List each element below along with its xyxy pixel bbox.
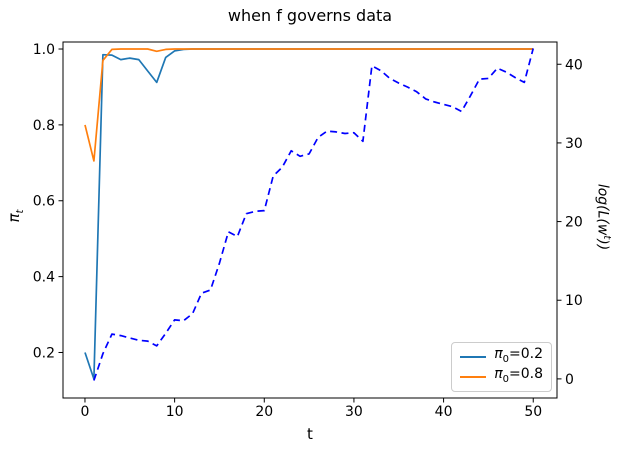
right-y-tick-label: 10 xyxy=(565,293,583,309)
left-y-tick-label: 1.0 xyxy=(33,42,55,58)
left-y-tick-label: 0.6 xyxy=(33,194,55,210)
right-y-axis-label: log(L(wt)) xyxy=(592,157,612,277)
axes-spines xyxy=(62,41,558,399)
right-y-axis-label-pre: log(L(w xyxy=(594,183,611,236)
left-y-axis-label: πt xyxy=(5,176,26,256)
legend-item-pi0-0-8: π0=0.8 xyxy=(460,367,543,387)
x-axis-label: t xyxy=(307,425,313,443)
left-y-tick-label: 0.2 xyxy=(33,345,55,361)
x-tick-label: 0 xyxy=(81,404,90,420)
legend-label-pi0-0-2: π0=0.2 xyxy=(494,346,543,365)
x-tick-label: 10 xyxy=(166,404,184,420)
left-y-tick-label: 0.8 xyxy=(33,118,55,134)
right-y-axis-label-post: )) xyxy=(594,239,611,251)
series-line-pi0-0.8 xyxy=(84,48,534,162)
right-y-tick-label: 0 xyxy=(565,372,574,388)
left-y-axis-label-sub: t xyxy=(15,209,26,214)
x-tick-label: 40 xyxy=(435,404,453,420)
legend-line-swatch-orange xyxy=(460,376,487,378)
right-y-tick-label: 30 xyxy=(565,136,583,152)
x-tick-label: 50 xyxy=(524,404,542,420)
series-line-log-l-w-t- xyxy=(93,48,535,381)
legend-label-pi0-0-8: π0=0.8 xyxy=(494,366,543,385)
legend: π0=0.2 π0=0.8 xyxy=(451,342,552,392)
left-y-tick-label: 0.4 xyxy=(33,270,55,286)
legend-line-swatch-blue xyxy=(460,356,487,358)
x-tick-label: 20 xyxy=(255,404,273,420)
right-y-tick-label: 40 xyxy=(565,57,583,73)
legend-item-pi0-0-2: π0=0.2 xyxy=(460,347,543,367)
left-y-axis-label-base: π xyxy=(5,213,23,223)
x-tick-label: 30 xyxy=(345,404,363,420)
series-line-pi0-0.2 xyxy=(84,48,534,380)
chart-title: when f governs data xyxy=(227,6,393,25)
right-y-tick-label: 20 xyxy=(565,215,583,231)
